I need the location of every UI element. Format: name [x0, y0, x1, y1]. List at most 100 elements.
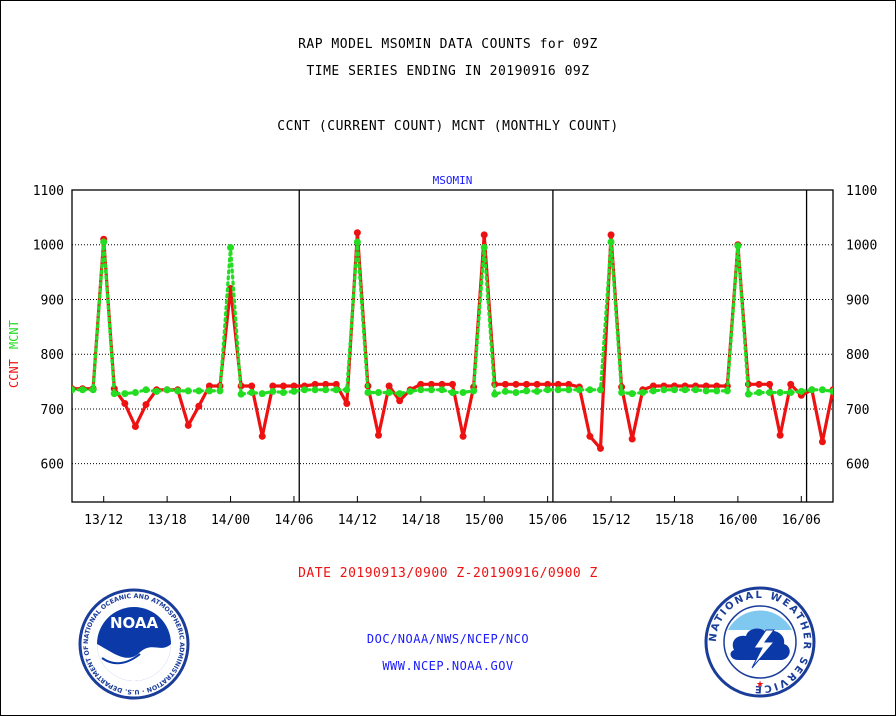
y-axis-label-ccnt: CCNT: [7, 359, 21, 388]
x-tick-label-15/12: 15/12: [591, 513, 630, 528]
point-mcnt-20: [279, 389, 287, 397]
y-tick-label-left-900: 900: [41, 293, 64, 308]
noaa-wordmark: NOAA: [110, 614, 159, 632]
date-range-label: DATE 20190913/0900 Z-20190916/0900 Z: [298, 566, 598, 581]
point-mcnt-40: [491, 390, 499, 398]
y-tick-label-left-800: 800: [41, 348, 64, 363]
point-ccnt-27: [353, 229, 361, 237]
point-ccnt-41: [501, 380, 509, 388]
chart-title-line-2: TIME SERIES ENDING IN 20190916 09Z: [306, 64, 590, 79]
point-ccnt-35: [438, 380, 446, 388]
point-mcnt-68: [787, 389, 795, 397]
x-tick-label-15/00: 15/00: [465, 513, 504, 528]
y-tick-label-left-600: 600: [41, 458, 64, 473]
website-link[interactable]: WWW.NCEP.NOAA.GOV: [382, 659, 514, 673]
point-mcnt-46: [554, 386, 562, 394]
point-mcnt-34: [427, 386, 435, 394]
point-ccnt-19: [269, 382, 277, 390]
point-ccnt-60: [702, 382, 710, 390]
nws-star-icon: ★: [756, 680, 764, 690]
point-mcnt-11: [184, 387, 192, 395]
point-mcnt-32: [406, 387, 414, 395]
point-mcnt-13: [205, 387, 213, 395]
x-tick-label-14/18: 14/18: [401, 513, 440, 528]
y-axis-label-mcnt: MCNT: [7, 320, 21, 349]
point-mcnt-58: [681, 386, 689, 394]
point-mcnt-7: [142, 386, 150, 394]
point-mcnt-23: [311, 386, 319, 394]
point-mcnt-54: [639, 389, 647, 397]
series-line-mcnt: [72, 240, 833, 396]
point-mcnt-31: [396, 390, 404, 398]
y-axis-label: CCNT MCNT: [7, 320, 21, 388]
point-ccnt-23: [311, 380, 319, 388]
point-mcnt-37: [459, 389, 467, 397]
y-tick-label-left-700: 700: [41, 403, 64, 418]
x-tick-label-14/12: 14/12: [338, 513, 377, 528]
point-mcnt-3: [100, 238, 108, 246]
point-mcnt-16: [237, 390, 245, 398]
point-ccnt-20: [279, 382, 287, 390]
y-tick-label-left-1100: 1100: [33, 184, 64, 199]
point-ccnt-36: [449, 380, 456, 388]
point-mcnt-38: [470, 387, 478, 395]
point-mcnt-18: [258, 390, 266, 398]
point-ccnt-66: [766, 380, 774, 388]
point-ccnt-30: [385, 382, 393, 390]
point-ccnt-39: [480, 231, 488, 239]
point-mcnt-35: [438, 386, 446, 394]
point-mcnt-55: [649, 387, 657, 395]
point-mcnt-6: [131, 389, 139, 397]
point-ccnt-26: [343, 399, 351, 407]
point-mcnt-33: [417, 386, 425, 394]
point-ccnt-53: [628, 435, 636, 443]
point-mcnt-12: [195, 387, 203, 395]
point-ccnt-65: [755, 380, 763, 388]
point-mcnt-24: [322, 386, 330, 394]
point-mcnt-69: [797, 387, 805, 395]
point-mcnt-29: [375, 389, 383, 397]
point-ccnt-42: [512, 380, 520, 388]
point-mcnt-45: [544, 386, 552, 394]
point-ccnt-31: [396, 397, 404, 405]
x-tick-label-14/00: 14/00: [211, 513, 250, 528]
y-tick-label-left-1000: 1000: [33, 239, 64, 254]
y-tick-label-right-700: 700: [846, 403, 869, 418]
point-mcnt-2: [89, 386, 97, 394]
point-mcnt-49: [586, 386, 594, 394]
point-mcnt-71: [818, 386, 826, 394]
point-mcnt-57: [670, 386, 678, 394]
point-ccnt-5: [121, 399, 129, 407]
x-tick-label-16/00: 16/00: [718, 513, 757, 528]
point-ccnt-13: [205, 382, 213, 390]
y-tick-label-right-1000: 1000: [846, 239, 877, 254]
plot-frame: [71, 189, 834, 503]
point-ccnt-51: [607, 231, 615, 239]
point-mcnt-9: [163, 386, 171, 394]
point-ccnt-71: [818, 438, 826, 446]
point-ccnt-12: [195, 402, 203, 410]
point-mcnt-22: [301, 386, 309, 394]
point-ccnt-49: [586, 432, 594, 440]
point-mcnt-65: [755, 389, 763, 397]
point-mcnt-52: [618, 389, 626, 397]
point-mcnt-28: [364, 389, 372, 397]
point-mcnt-61: [713, 387, 721, 395]
x-tick-label-15/18: 15/18: [655, 513, 694, 528]
point-ccnt-18: [258, 432, 266, 440]
chart-series-title: MSOMIN: [433, 174, 473, 187]
point-mcnt-67: [776, 389, 784, 397]
y-tick-label-right-600: 600: [846, 458, 869, 473]
x-tick-label-15/06: 15/06: [528, 513, 567, 528]
point-mcnt-15: [227, 243, 235, 251]
point-mcnt-72: [829, 387, 833, 395]
point-mcnt-21: [290, 387, 298, 395]
chart-title-line-1: RAP MODEL MSOMIN DATA COUNTS for 09Z: [298, 37, 598, 52]
line-chart: 600 600 700 700 800 800 900 900 1000 1000 1100 1100…: [7, 174, 877, 528]
point-mcnt-4: [110, 390, 118, 398]
y-tick-label-right-900: 900: [846, 293, 869, 308]
point-ccnt-37: [459, 432, 467, 440]
point-mcnt-10: [174, 387, 182, 395]
point-ccnt-43: [522, 380, 530, 388]
point-mcnt-60: [702, 387, 710, 395]
